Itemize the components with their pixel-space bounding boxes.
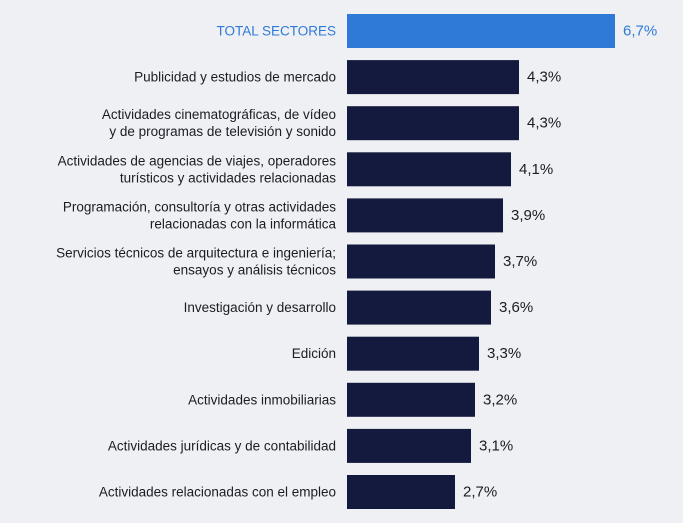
category-label-9: Actividades jurídicas y de contabilidad bbox=[108, 438, 336, 453]
category-labels-group: TOTAL SECTORES Publicidad y estudios de m… bbox=[56, 24, 336, 500]
bar-9 bbox=[347, 428, 471, 463]
value-label-1: 4,3% bbox=[527, 69, 561, 86]
category-label-2-line-1: y de programas de televisión y sonido bbox=[109, 124, 336, 139]
category-label-9-line-0: Actividades jurídicas y de contabilidad bbox=[108, 438, 336, 453]
category-label-7: Edición bbox=[292, 346, 336, 361]
category-label-10: Actividades relacionadas con el empleo bbox=[99, 485, 336, 500]
category-label-1: Publicidad y estudios de mercado bbox=[134, 70, 336, 85]
value-label-0: 6,7% bbox=[623, 23, 657, 40]
value-labels-group: 6,7% 4,3% 4,3% 4,1% 3,9% 3,7% 3,6% 3,3% 3,2% 3,1%… bbox=[463, 23, 657, 501]
bar-4 bbox=[347, 198, 503, 233]
value-label-3: 4,1% bbox=[519, 161, 553, 178]
value-label-2: 4,3% bbox=[527, 115, 561, 132]
bar-2 bbox=[347, 106, 519, 141]
bar-8 bbox=[347, 382, 475, 417]
category-label-6-line-0: Investigación y desarrollo bbox=[184, 300, 336, 315]
bars-group bbox=[347, 14, 615, 509]
category-label-0-line-0: TOTAL SECTORES bbox=[216, 24, 336, 39]
value-label-7: 3,3% bbox=[487, 345, 521, 362]
bar-6 bbox=[347, 290, 491, 325]
category-label-5: Servicios técnicos de arquitectura e ing… bbox=[56, 246, 336, 278]
value-label-6: 3,6% bbox=[499, 299, 533, 316]
category-label-2-line-0: Actividades cinematográficas, de vídeo bbox=[102, 107, 336, 122]
category-label-6: Investigación y desarrollo bbox=[184, 300, 336, 315]
value-label-4: 3,9% bbox=[511, 207, 545, 224]
category-label-4-line-0: Programación, consultoría y otras activi… bbox=[63, 199, 336, 214]
category-label-8: Actividades inmobiliarias bbox=[188, 392, 336, 407]
category-label-3-line-1: turísticos y actividades relacionadas bbox=[120, 170, 336, 185]
value-label-5: 3,7% bbox=[503, 253, 537, 270]
category-label-5-line-1: ensayos y análisis técnicos bbox=[173, 263, 336, 278]
category-label-2: Actividades cinematográficas, de vídeo y … bbox=[102, 107, 336, 139]
category-label-7-line-0: Edición bbox=[292, 346, 336, 361]
category-label-4-line-1: relacionadas con la informática bbox=[150, 216, 337, 231]
value-label-9: 3,1% bbox=[479, 437, 513, 454]
bar-0 bbox=[347, 14, 615, 48]
category-label-0: TOTAL SECTORES bbox=[216, 24, 336, 39]
bar-3 bbox=[347, 152, 511, 187]
bar-5 bbox=[347, 244, 495, 279]
category-label-1-line-0: Publicidad y estudios de mercado bbox=[134, 70, 336, 85]
bar-1 bbox=[347, 60, 519, 95]
category-label-3-line-0: Actividades de agencias de viajes, opera… bbox=[58, 153, 337, 168]
bar-10 bbox=[347, 475, 455, 509]
category-label-5-line-0: Servicios técnicos de arquitectura e ing… bbox=[56, 246, 336, 261]
value-label-8: 3,2% bbox=[483, 391, 517, 408]
bar-7 bbox=[347, 336, 479, 371]
value-label-10: 2,7% bbox=[463, 484, 497, 501]
category-label-4: Programación, consultoría y otras activi… bbox=[63, 199, 337, 231]
category-label-8-line-0: Actividades inmobiliarias bbox=[188, 392, 336, 407]
category-label-10-line-0: Actividades relacionadas con el empleo bbox=[99, 485, 336, 500]
category-label-3: Actividades de agencias de viajes, opera… bbox=[58, 153, 337, 185]
